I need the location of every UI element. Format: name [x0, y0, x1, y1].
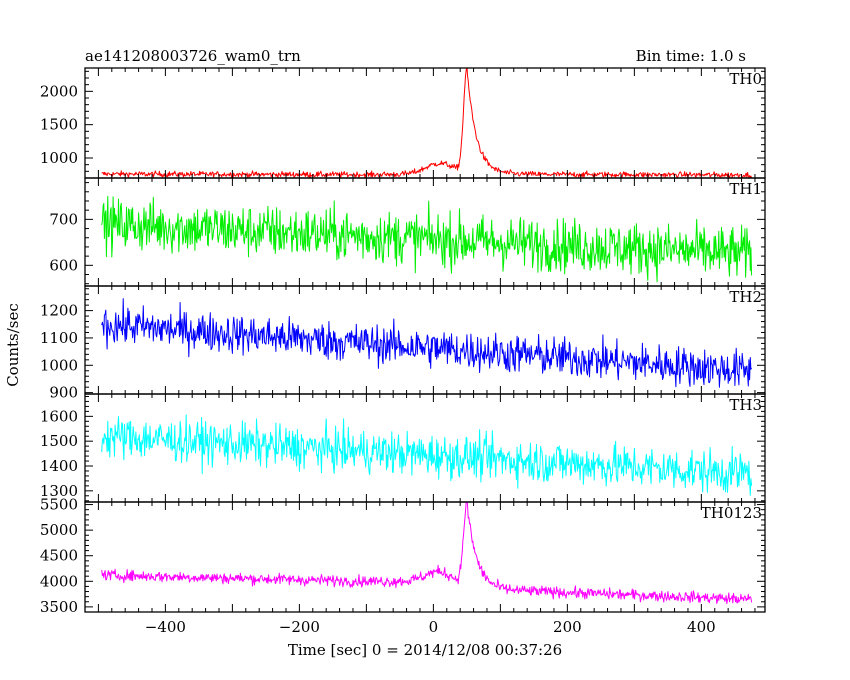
- trace-th1: [101, 195, 753, 283]
- x-tick-label: −400: [145, 618, 186, 636]
- x-tick-label: 400: [687, 618, 716, 636]
- y-tick-label: 1400: [40, 457, 78, 475]
- y-tick-label: 4000: [40, 572, 78, 590]
- y-tick-label: 600: [49, 256, 78, 274]
- panel-label: TH0: [729, 70, 762, 88]
- chart-title: ae141208003726_wam0_trn: [85, 47, 301, 65]
- y-tick-label: 5000: [40, 521, 78, 539]
- panel-frame: [84, 501, 766, 613]
- y-tick-label: 1500: [40, 432, 78, 450]
- panels-group: 1000 1500 2000 TH0 600 700 TH1 900 1000 1100 1200 T…: [40, 67, 766, 616]
- trace-th0123: [101, 502, 753, 605]
- y-axis-label: Counts/sec: [4, 303, 22, 387]
- panel-label: TH2: [729, 288, 762, 306]
- x-axis-label: Time [sec] 0 = 2014/12/08 00:37:26: [288, 641, 562, 659]
- y-tick-label: 900: [49, 384, 78, 402]
- y-tick-label: 3500: [40, 598, 78, 616]
- trace-th0: [101, 68, 753, 178]
- panel-th1: 600 700 TH1: [49, 177, 766, 287]
- y-tick-label: 1500: [40, 116, 78, 134]
- x-axis: −400 −200 0 200 400: [145, 618, 716, 636]
- y-tick-label: 700: [49, 210, 78, 228]
- trace-th2: [101, 298, 753, 388]
- y-tick-label: 1300: [40, 482, 78, 500]
- panel-th2: 900 1000 1100 1200 TH2: [40, 285, 766, 402]
- panel-frame: [84, 67, 766, 179]
- bin-time-label: Bin time: 1.0 s: [636, 47, 746, 65]
- trace-th3: [101, 414, 753, 496]
- y-tick-label: 2000: [40, 82, 78, 100]
- y-tick-label: 1600: [40, 407, 78, 425]
- y-tick-label: 1200: [40, 302, 78, 320]
- panel-th3: 1300 1400 1500 1600 TH3: [40, 393, 766, 503]
- y-tick-label: 1000: [40, 149, 78, 167]
- panel-label: TH3: [729, 396, 762, 414]
- y-tick-label: 5500: [40, 496, 78, 514]
- panel-label: TH0123: [701, 504, 762, 522]
- y-tick-label: 1100: [40, 329, 78, 347]
- panel-th0: 1000 1500 2000 TH0: [40, 67, 766, 179]
- panel-th0123: 3500 4000 4500 5000 5500 TH0123: [40, 496, 766, 616]
- x-tick-label: −200: [279, 618, 320, 636]
- x-tick-label: 0: [429, 618, 439, 636]
- panel-label: TH1: [729, 180, 762, 198]
- y-tick-label: 4500: [40, 547, 78, 565]
- x-tick-label: 200: [553, 618, 582, 636]
- y-tick-label: 1000: [40, 356, 78, 374]
